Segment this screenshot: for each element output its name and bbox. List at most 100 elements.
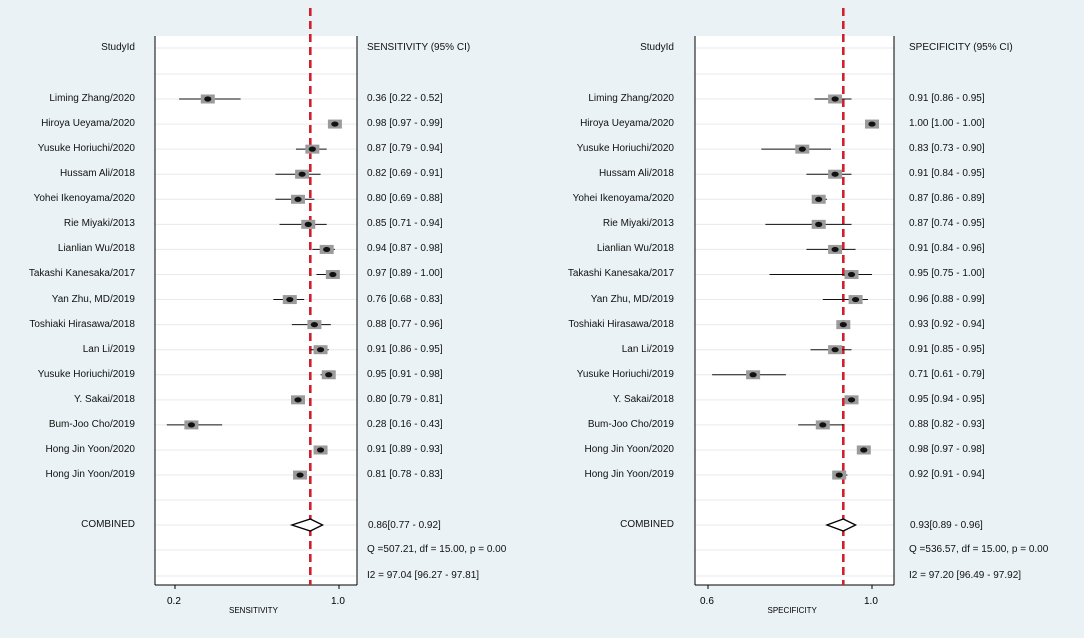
study-label: Y. Sakai/2018 xyxy=(613,393,674,405)
study-estimate-text: 0.96 [0.88 - 0.99] xyxy=(909,293,985,305)
studyid-header: StudyId xyxy=(640,42,674,53)
study-label: Hong Jin Yoon/2019 xyxy=(584,469,674,481)
study-estimate-text: 0.91 [0.86 - 0.95] xyxy=(909,93,985,104)
study-estimate-text: 0.80 [0.69 - 0.88] xyxy=(367,193,443,205)
point-estimate xyxy=(835,472,843,478)
combined-estimate-text: 0.86[0.77 - 0.92] xyxy=(368,520,441,531)
studyid-header: StudyId xyxy=(101,42,135,53)
study-label: Lan Li/2019 xyxy=(82,343,135,355)
study-estimate-text: 0.87 [0.86 - 0.89] xyxy=(909,193,985,205)
study-estimate-text: 0.95 [0.75 - 1.00] xyxy=(909,268,985,280)
study-label: Yusuke Horiuchi/2019 xyxy=(576,368,674,380)
study-estimate-text: 0.94 [0.87 - 0.98] xyxy=(367,243,443,255)
point-estimate xyxy=(839,322,847,328)
point-estimate xyxy=(308,146,316,152)
forest-svg xyxy=(154,8,358,589)
x-axis-label: SPECIFICITY xyxy=(767,606,817,615)
study-label: Takashi Kanesaka/2017 xyxy=(567,268,674,280)
study-estimate-text: 0.36 [0.22 - 0.52] xyxy=(367,93,443,104)
study-label: Takashi Kanesaka/2017 xyxy=(28,268,135,280)
study-estimate-text: 0.82 [0.69 - 0.91] xyxy=(367,168,443,180)
point-estimate xyxy=(815,221,823,227)
point-estimate xyxy=(847,397,856,403)
study-estimate-text: 0.97 [0.89 - 1.00] xyxy=(367,268,443,280)
point-estimate xyxy=(329,271,337,278)
study-label: Hussam Ali/2018 xyxy=(59,168,135,180)
study-label: Liming Zhang/2020 xyxy=(588,93,674,104)
study-estimate-text: 0.91 [0.85 - 0.95] xyxy=(909,343,985,355)
point-estimate xyxy=(304,221,312,227)
study-label: Yan Zhu, MD/2019 xyxy=(590,293,674,305)
study-estimate-text: 0.80 [0.79 - 0.81] xyxy=(367,393,443,405)
point-estimate xyxy=(798,146,806,152)
study-estimate-text: 0.98 [0.97 - 0.98] xyxy=(909,443,985,455)
study-estimate-text: 0.88 [0.82 - 0.93] xyxy=(909,418,985,430)
point-estimate xyxy=(286,296,294,303)
combined-diamond xyxy=(289,518,325,532)
x-tick-label: 0.6 xyxy=(700,596,714,607)
combined-diamond xyxy=(825,518,858,532)
study-label: Yan Zhu, MD/2019 xyxy=(51,293,135,305)
point-estimate xyxy=(819,422,827,428)
heterogeneity-i2: I2 = 97.20 [96.49 - 97.92] xyxy=(909,570,1022,581)
study-label: Hiroya Ueyama/2020 xyxy=(41,118,135,130)
point-estimate xyxy=(331,121,339,127)
stat-header: SPECIFICITY (95% CI) xyxy=(909,42,1013,53)
study-label: Hong Jin Yoon/2020 xyxy=(584,443,674,455)
sensitivity-forest-plot: StudyId SENSITIVITY (95% CI) Liming Zhang/… xyxy=(28,8,507,615)
study-estimate-text: 0.81 [0.78 - 0.83] xyxy=(367,469,443,481)
x-tick-label: 1.0 xyxy=(864,596,878,607)
study-estimate-text: 0.98 [0.97 - 0.99] xyxy=(367,118,443,130)
point-estimate xyxy=(323,246,331,253)
point-estimate xyxy=(310,322,318,328)
study-estimate-text: 0.28 [0.16 - 0.43] xyxy=(367,418,443,430)
study-label: Lianlian Wu/2018 xyxy=(57,243,135,255)
study-label: Yusuke Horiuchi/2020 xyxy=(37,143,135,155)
point-estimate xyxy=(831,96,839,102)
study-estimate-text: 0.91 [0.84 - 0.95] xyxy=(909,168,985,180)
study-label: Hussam Ali/2018 xyxy=(598,168,674,180)
point-estimate xyxy=(860,447,868,453)
point-estimate xyxy=(187,422,195,428)
x-tick-label: 0.2 xyxy=(167,596,181,607)
heterogeneity-q: Q =536.57, df = 15.00, p = 0.00 xyxy=(909,544,1049,555)
study-estimate-text: 0.83 [0.73 - 0.90] xyxy=(909,143,985,155)
study-estimate-text: 0.88 [0.77 - 0.96] xyxy=(367,318,443,330)
study-label: Yusuke Horiuchi/2020 xyxy=(576,143,674,155)
point-estimate xyxy=(204,96,212,102)
forest-svg xyxy=(694,8,895,589)
point-estimate xyxy=(294,397,302,403)
point-estimate xyxy=(847,271,856,278)
study-estimate-text: 0.76 [0.68 - 0.83] xyxy=(367,293,443,305)
point-estimate xyxy=(296,472,304,478)
study-estimate-text: 0.95 [0.94 - 0.95] xyxy=(909,393,985,405)
study-label: Toshiaki Hirasawa/2018 xyxy=(29,318,135,330)
x-axis-label: SENSITIVITY xyxy=(229,606,278,615)
point-estimate xyxy=(316,347,325,353)
study-label: Hong Jin Yoon/2020 xyxy=(45,443,135,455)
point-estimate xyxy=(831,246,839,253)
stat-header: SENSITIVITY (95% CI) xyxy=(367,42,471,53)
study-estimate-text: 0.85 [0.71 - 0.94] xyxy=(367,218,443,230)
study-label: Yohei Ikenoyama/2020 xyxy=(33,193,135,205)
study-estimate-text: 1.00 [1.00 - 1.00] xyxy=(909,118,985,130)
study-label: Lianlian Wu/2018 xyxy=(596,243,674,255)
study-label: Bum-Joo Cho/2019 xyxy=(587,418,674,430)
point-estimate xyxy=(294,196,302,202)
study-label: Rie Miyaki/2013 xyxy=(63,218,135,230)
study-label: Yusuke Horiuchi/2019 xyxy=(37,368,135,380)
study-label: Hiroya Ueyama/2020 xyxy=(580,118,674,130)
heterogeneity-q: Q =507.21, df = 15.00, p = 0.00 xyxy=(367,544,507,555)
study-label: Yohei Ikenoyama/2020 xyxy=(572,193,674,205)
x-tick-label: 1.0 xyxy=(331,596,345,607)
study-label: Lan Li/2019 xyxy=(621,343,674,355)
point-estimate xyxy=(316,447,325,453)
study-estimate-text: 0.91 [0.84 - 0.96] xyxy=(909,243,985,255)
combined-estimate-text: 0.93[0.89 - 0.96] xyxy=(910,520,983,531)
study-estimate-text: 0.93 [0.92 - 0.94] xyxy=(909,318,985,330)
study-estimate-text: 0.95 [0.91 - 0.98] xyxy=(367,368,443,380)
point-estimate xyxy=(831,171,839,177)
study-label: Liming Zhang/2020 xyxy=(49,93,135,104)
study-label: Hong Jin Yoon/2019 xyxy=(45,469,135,481)
study-label: Rie Miyaki/2013 xyxy=(602,218,674,230)
